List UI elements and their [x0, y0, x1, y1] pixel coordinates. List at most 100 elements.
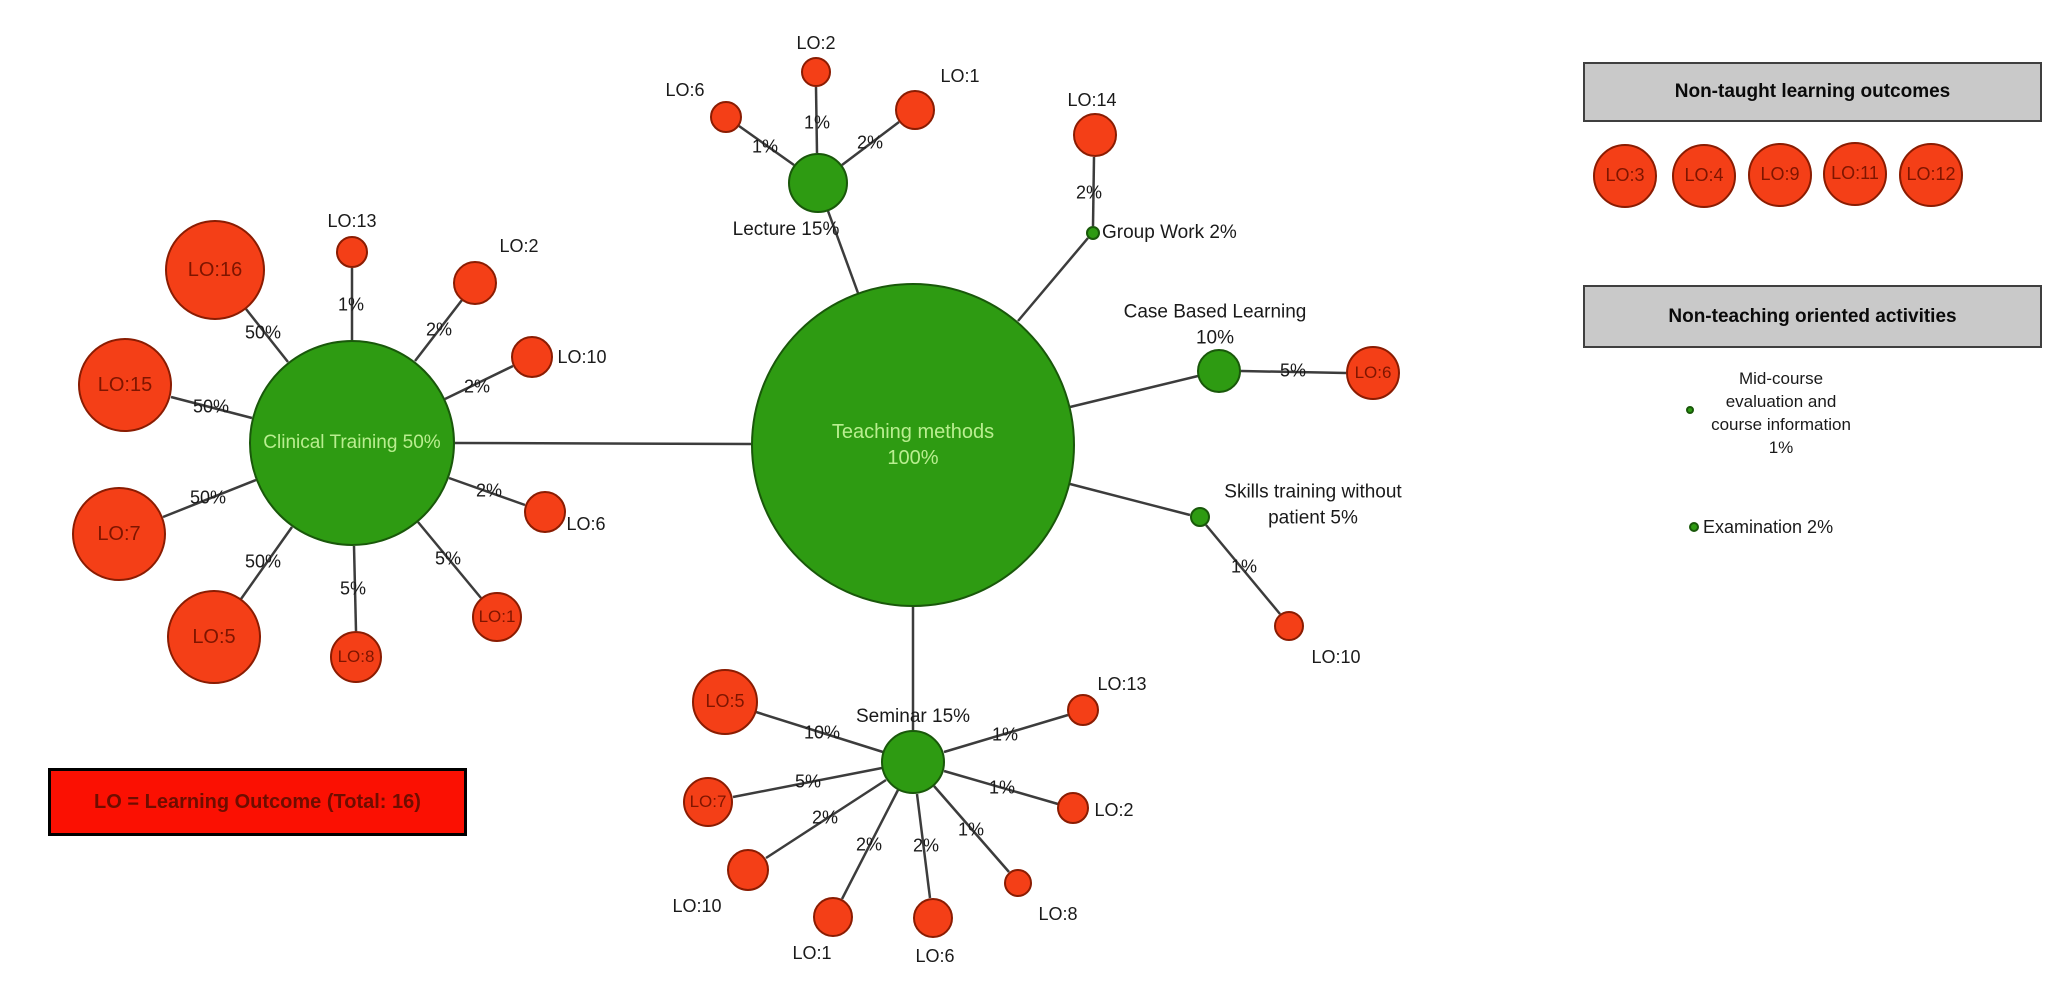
edge-label-clinical-lo15: 50%: [192, 396, 230, 417]
node-label-line: LO:10: [1311, 646, 1361, 667]
node-teaching-methods: Teaching methods 100%: [751, 283, 1075, 607]
edge-clinical-lo1: [417, 521, 482, 599]
edge-clinical-lo10: [444, 364, 514, 401]
edge-clinical-lo16: [245, 308, 289, 363]
node-lo13-clinical: [336, 236, 368, 268]
node-label-lo1-seminar: LO:1: [792, 941, 831, 965]
node-label-lecture: Lecture 15%: [733, 217, 840, 243]
node-lo2-clinical: [453, 261, 497, 305]
node-label-line: LO:6: [665, 79, 705, 100]
node-skills-training-without-patient: [1190, 507, 1210, 527]
node-label-seminar: Seminar 15%: [856, 704, 970, 730]
node-label-lo6-case-based: LO:6: [1354, 362, 1392, 382]
non-teaching-panel-title: Non-teaching oriented activities: [1668, 305, 1957, 327]
node-label-lo4-non-taught: LO:4: [1684, 165, 1724, 186]
node-label-line: patient 5%: [1268, 507, 1358, 528]
node-label-line: Case Based Learning: [1123, 301, 1307, 323]
edge-lecture-teaching: [826, 210, 860, 294]
edge-teaching-skills: [1069, 482, 1191, 517]
node-lo13-seminar: [1067, 694, 1099, 726]
node-label-line: LO:13: [1097, 673, 1147, 694]
node-lo7-clinical: LO:7: [72, 487, 166, 581]
node-label-lo13-seminar: LO:13: [1097, 672, 1146, 696]
node-label-group-work: Group Work 2%: [1102, 220, 1237, 246]
edge-label-clinical-lo13: 1%: [337, 294, 365, 315]
node-label-lo11-non-taught: LO:11: [1831, 163, 1879, 184]
node-label-examination-dot: Examination 2%: [1703, 515, 1833, 539]
non-taught-panel-title: Non-taught learning outcomes: [1674, 81, 1951, 102]
node-lo5-seminar: LO:5: [692, 669, 758, 735]
node-lo1-clinical: LO:1: [472, 592, 522, 642]
node-label-line: Lecture 15%: [732, 219, 840, 241]
edge-seminar-lo8: [933, 785, 1010, 873]
edge-clinical-lo8: [352, 545, 358, 632]
edge-label-clinical-lo5: 50%: [244, 551, 282, 572]
node-label-case-based-learning: Case Based Learning 10%: [1124, 299, 1307, 350]
node-label-lo7-clinical: LO:7: [97, 523, 141, 545]
edge-label-lecture-lo2: 1%: [803, 112, 831, 133]
node-label-mid-course-dot: Mid-course evaluation and course informati…: [1711, 368, 1851, 460]
node-label-line: LO:6: [915, 945, 955, 966]
node-label-lo12-non-taught: LO:12: [1906, 164, 1956, 185]
node-label-lo2-lecture: LO:2: [796, 31, 835, 55]
node-label-line: 1%: [1768, 437, 1794, 457]
node-lo12-non-taught: LO:12: [1899, 143, 1963, 207]
edge-seminar-lo7: [732, 766, 883, 799]
node-label-line: course information: [1711, 415, 1851, 434]
node-group-work: [1086, 226, 1100, 240]
node-label-lo2-seminar: LO:2: [1094, 798, 1133, 822]
edge-clinical-lo15: [170, 395, 253, 420]
node-label-line: LO:6: [566, 513, 606, 534]
node-lo6-case-based: LO:6: [1346, 346, 1400, 400]
edge-label-clinical-lo6: 2%: [475, 480, 503, 501]
edge-label-seminar-lo6: 2%: [912, 835, 940, 856]
edge-label-seminar-lo8: 1%: [957, 819, 985, 840]
node-label-lo1-clinical: LO:1: [478, 606, 516, 626]
node-label-lo7-seminar: LO:7: [689, 791, 727, 811]
edge-label-clinical-lo2: 2%: [425, 319, 453, 340]
edge-group-work-lo14: [1091, 156, 1096, 227]
edge-label-case-based-lo6: 5%: [1279, 360, 1307, 381]
edge-clinical-lo5: [239, 526, 294, 600]
edge-lecture-lo2: [814, 86, 819, 154]
edge-label-lecture-lo6: 1%: [751, 136, 779, 157]
node-label-lo3-non-taught: LO:3: [1605, 165, 1645, 186]
node-lo2-seminar: [1057, 792, 1089, 824]
node-mid-course-dot: [1686, 406, 1694, 414]
node-lo9-non-taught: LO:9: [1748, 143, 1812, 207]
node-label-lo10-skills: LO:10: [1311, 645, 1360, 669]
lo-legend-box: LO = Learning Outcome (Total: 16): [48, 768, 467, 836]
edge-clinical-lo7: [162, 478, 257, 519]
node-label-teaching-methods: Teaching methods: [831, 421, 995, 443]
node-label-lo10-seminar: LO:10: [672, 894, 721, 918]
node-lo11-non-taught: LO:11: [1823, 142, 1887, 206]
edge-seminar-lo13: [943, 713, 1069, 754]
node-lo10-skills: [1274, 611, 1304, 641]
edge-lecture-lo6: [738, 124, 795, 167]
node-clinical-training: Clinical Training 50%: [249, 340, 455, 546]
edge-label-seminar-lo7: 5%: [794, 771, 822, 792]
node-label-line: Mid-course: [1738, 369, 1824, 389]
node-label-clinical-training: Clinical Training 50%: [263, 431, 441, 453]
node-lo6-seminar: [913, 898, 953, 938]
node-label-line: 10%: [1195, 327, 1235, 348]
lo-legend-label: LO = Learning Outcome (Total: 16): [94, 790, 421, 813]
node-label-lo5-seminar: LO:5: [705, 691, 745, 712]
node-label-line: LO:14: [1067, 89, 1117, 110]
node-lo15-clinical: LO:15: [78, 338, 172, 432]
node-examination-dot: [1689, 522, 1699, 532]
edge-case-based-lo6: [1240, 369, 1347, 375]
edge-teaching-case-based: [1069, 374, 1199, 409]
edge-seminar-lo2: [943, 769, 1059, 806]
node-label-skills-training-without-patient: Skills training without patient 5%: [1224, 479, 1401, 530]
node-label-lo6-seminar: LO:6: [915, 944, 954, 968]
node-label-lo5-clinical: LO:5: [192, 626, 236, 648]
node-case-based-learning: [1197, 349, 1241, 393]
node-lo10-seminar: [727, 849, 769, 891]
node-lo7-seminar: LO:7: [683, 777, 733, 827]
node-label-lo10-clinical: LO:10: [557, 345, 606, 369]
node-label-line: evaluation and: [1725, 392, 1837, 412]
edge-label-seminar-lo1: 2%: [855, 834, 883, 855]
node-lo2-lecture: [801, 57, 831, 87]
